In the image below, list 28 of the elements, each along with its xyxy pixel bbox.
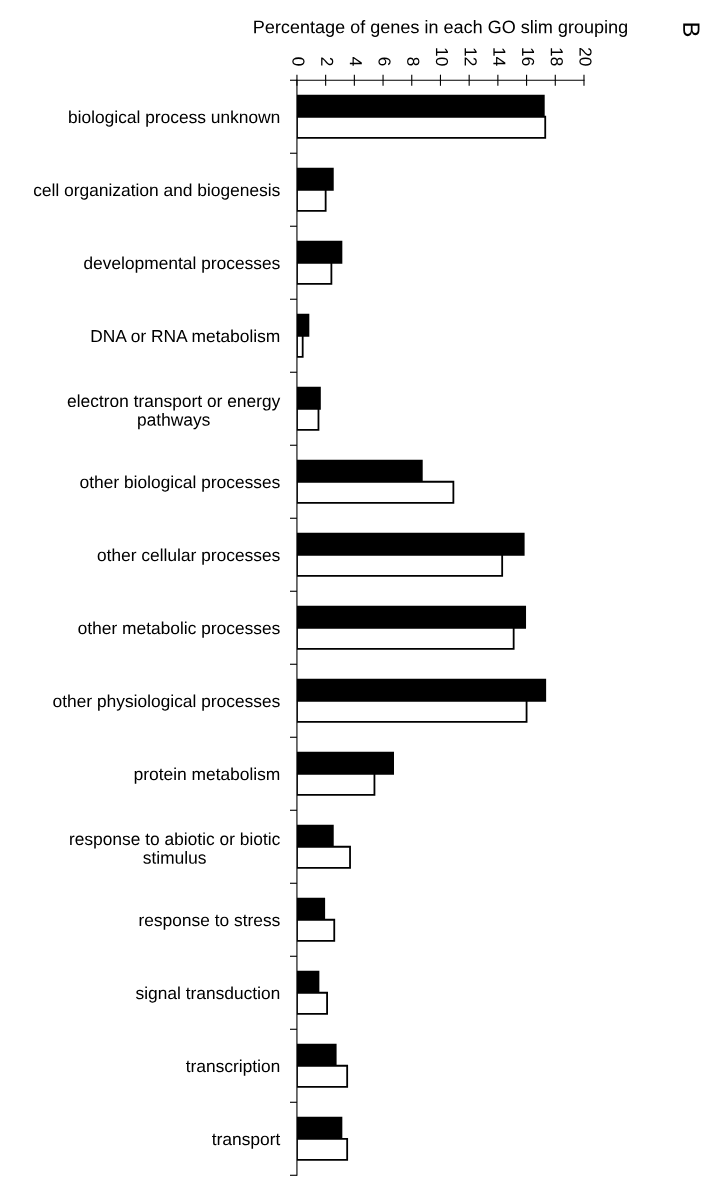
y-tick-label: other biological processes bbox=[80, 475, 280, 492]
y-tick-label: other cellular processes bbox=[97, 548, 280, 565]
y-tick-label: other physiological processes bbox=[53, 694, 280, 711]
y-tick-label: response to abiotic or biotic stimulus bbox=[70, 832, 280, 864]
x-tick-label: 10 bbox=[435, 48, 449, 66]
x-axis-title: Percentage of genes in each GO slim grouping bbox=[254, 20, 627, 37]
x-tick-label: 2 bbox=[321, 57, 334, 66]
y-tick-label: protein metabolism bbox=[134, 767, 280, 784]
x-tick-label: 0 bbox=[292, 57, 305, 66]
y-tick-label: transport bbox=[212, 1133, 281, 1149]
y-tick-label: electron transport or energy pathways bbox=[67, 394, 281, 430]
y-tick-label: cell organization and biogenesis bbox=[33, 183, 280, 200]
x-tick-label: 20 bbox=[579, 47, 592, 66]
x-tick-label: 14 bbox=[493, 48, 506, 66]
y-tick-label: other metabolic processes bbox=[78, 621, 280, 638]
y-tick-label: DNA or RNA metabolism bbox=[91, 329, 280, 343]
x-tick-label: 18 bbox=[550, 48, 563, 66]
y-tick-label: biological process unknown bbox=[69, 110, 280, 127]
x-tick-label: 12 bbox=[464, 48, 477, 66]
x-tick-label: 8 bbox=[407, 57, 420, 66]
y-tick-label: signal transduction bbox=[136, 986, 280, 1003]
text: B bbox=[683, 23, 700, 37]
y-tick-label: developmental processes bbox=[84, 256, 280, 273]
x-tick-label: 16 bbox=[521, 48, 535, 66]
x-tick-label: 4 bbox=[349, 57, 362, 66]
y-tick-label: response to stress bbox=[139, 914, 280, 930]
x-tick-label: 6 bbox=[378, 57, 391, 66]
y-tick-label: transcription bbox=[185, 1059, 280, 1076]
